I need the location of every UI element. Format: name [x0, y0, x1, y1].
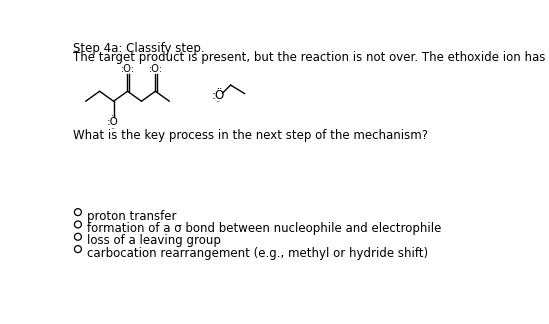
Text: formation of a σ bond between nucleophile and electrophile: formation of a σ bond between nucleophil… — [87, 222, 441, 235]
Text: :Ö: :Ö — [211, 88, 225, 102]
Text: proton transfer: proton transfer — [87, 210, 177, 223]
Text: What is the key process in the next step of the mechanism?: What is the key process in the next step… — [73, 129, 428, 142]
Text: ··: ·· — [110, 125, 115, 134]
Text: loss of a leaving group: loss of a leaving group — [87, 235, 221, 248]
Text: :Ö: :Ö — [107, 117, 119, 127]
Text: carbocation rearrangement (e.g., methyl or hydride shift): carbocation rearrangement (e.g., methyl … — [87, 247, 428, 260]
Text: ··: ·· — [216, 98, 221, 107]
Text: :O:: :O: — [148, 64, 163, 74]
Text: :O:: :O: — [121, 64, 135, 74]
Text: Step 4a: Classify step.: Step 4a: Classify step. — [73, 42, 205, 55]
Text: The target product is present, but the reaction is not over. The ethoxide ion ha: The target product is present, but the r… — [73, 51, 549, 64]
